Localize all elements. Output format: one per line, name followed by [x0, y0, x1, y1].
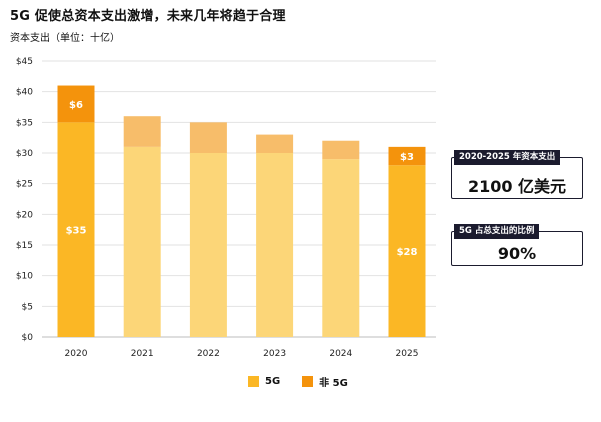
bar-non-5g-2024 [322, 140, 360, 160]
legend-label-non-5g: 非 5G [319, 378, 348, 389]
callout-total-capex-value: 2100 亿美元 [467, 177, 567, 196]
bar-5g-2020 [57, 122, 95, 337]
y-tick-label: $25 [16, 180, 33, 190]
bar-5g-2024 [322, 159, 360, 337]
x-tick-label: 2022 [197, 349, 220, 359]
y-tick-label: $5 [22, 302, 33, 312]
bar-5g-2021 [123, 146, 161, 337]
chart-subtitle: 资本支出（单位：十亿） [10, 33, 120, 44]
bar-5g-2025 [388, 165, 426, 337]
bar-5g-2023 [256, 153, 294, 337]
y-tick-label: $45 [16, 57, 33, 67]
x-tick-label: 2023 [263, 349, 286, 359]
x-tick-label: 2020 [65, 349, 88, 359]
legend-label-5g: 5G [265, 376, 281, 387]
bar-non-5g-2020 [57, 85, 95, 123]
data-label-non-5g-2020: $6 [69, 100, 83, 111]
callout-5g-share: 5G 占总支出的比例 90% [451, 224, 583, 266]
y-tick-label: $20 [16, 210, 33, 220]
x-tick-label: 2025 [396, 349, 419, 359]
bar-non-5g-2025 [388, 146, 426, 166]
x-tick-label: 2024 [329, 349, 352, 359]
data-label-5g-2025: $28 [397, 247, 418, 258]
bar-non-5g-2023 [256, 134, 294, 153]
legend-item-5g: 5G [248, 376, 280, 387]
callout-5g-share-tag: 5G 占总支出的比例 [454, 224, 540, 239]
y-tick-label: $0 [22, 333, 34, 343]
callout-total-capex-tag: 2020-2025 年资本支出 [454, 150, 561, 165]
data-label-5g-2020: $35 [66, 226, 87, 237]
chart-title: 5G 促使总资本支出激增，未来几年将趋于合理 [10, 9, 286, 24]
chart-legend: 5G 非 5G [248, 374, 370, 389]
y-tick-label: $15 [16, 241, 33, 251]
y-tick-label: $35 [16, 118, 33, 128]
legend-item-non-5g: 非 5G [302, 374, 348, 389]
bar-5g-2022 [189, 153, 227, 337]
callout-total-capex: 2020-2025 年资本支出 2100 亿美元 [451, 150, 583, 199]
data-label-non-5g-2025: $3 [400, 152, 414, 163]
y-tick-label: $10 [16, 272, 33, 282]
y-tick-label: $40 [16, 88, 33, 98]
legend-swatch-5g [248, 376, 259, 387]
bar-non-5g-2022 [189, 122, 227, 153]
callout-5g-share-value: 90% [497, 244, 537, 263]
x-tick-label: 2021 [131, 349, 154, 359]
y-tick-label: $30 [16, 149, 33, 159]
legend-swatch-non-5g [302, 376, 314, 387]
bar-non-5g-2021 [123, 116, 161, 147]
